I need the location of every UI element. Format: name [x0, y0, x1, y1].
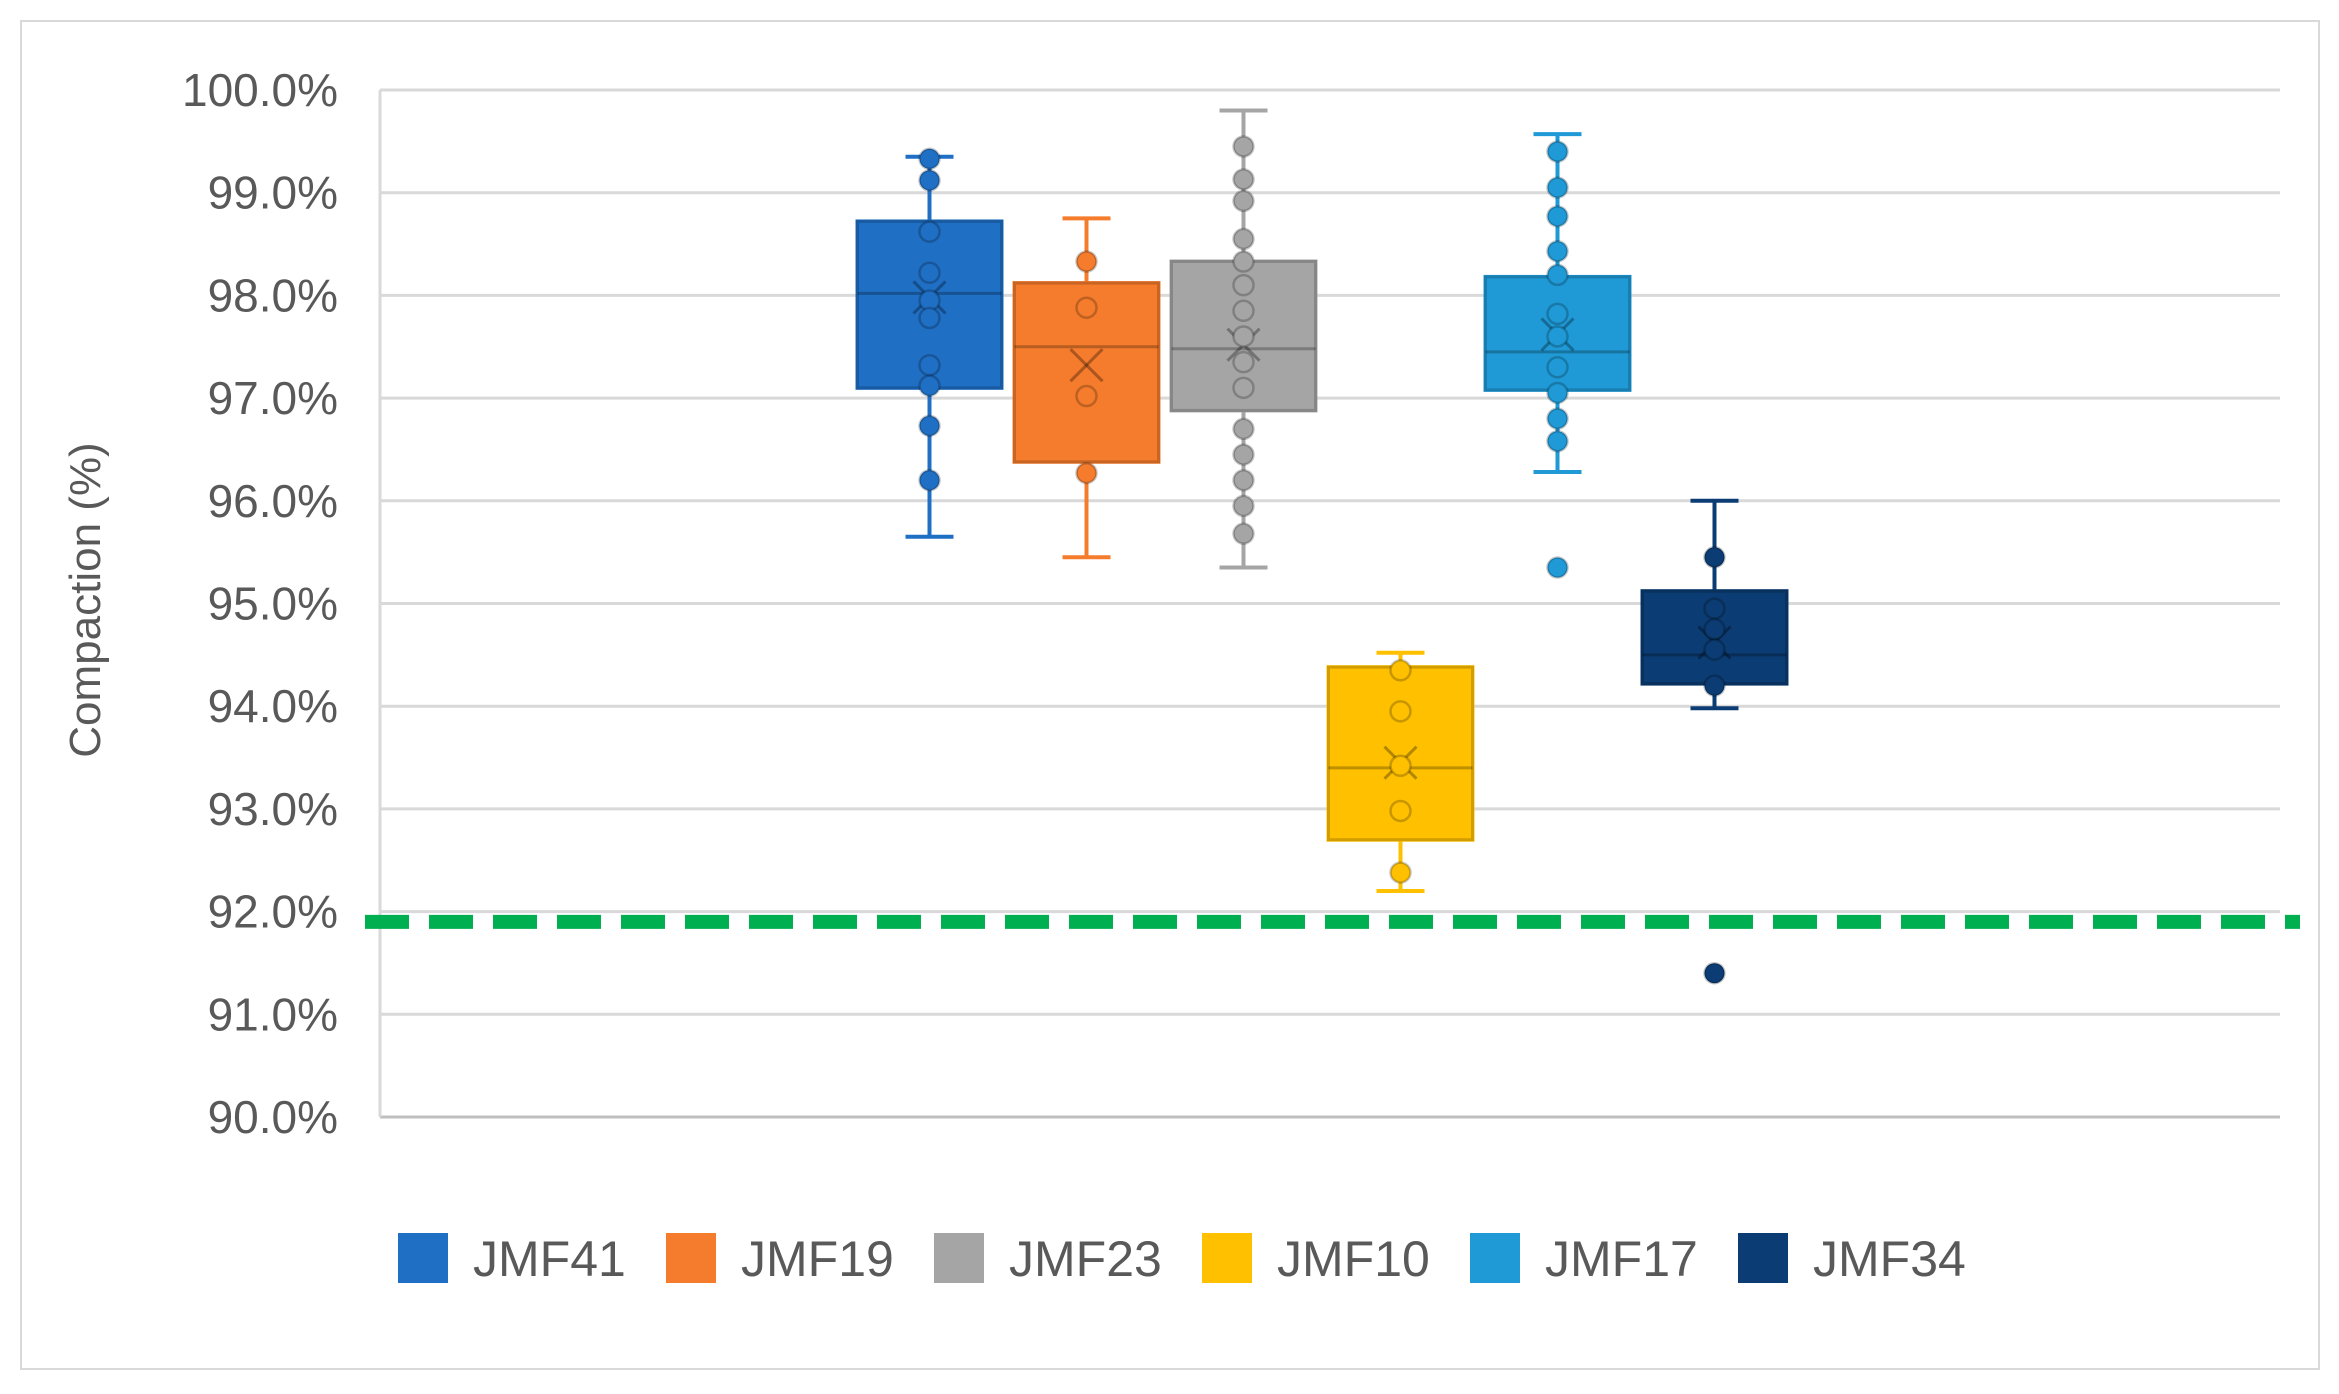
box-jmf41 — [855, 147, 1004, 539]
legend-item-jmf41: JMF41 — [398, 1231, 626, 1287]
legend-swatch — [1738, 1233, 1788, 1283]
legend-swatch — [398, 1233, 448, 1283]
legend-label: JMF17 — [1545, 1231, 1698, 1287]
legend-label: JMF10 — [1277, 1231, 1430, 1287]
legend-item-jmf23: JMF23 — [934, 1231, 1162, 1287]
data-point — [918, 220, 941, 243]
data-point — [1232, 522, 1255, 545]
data-point — [918, 374, 941, 398]
data-point — [1546, 325, 1569, 348]
data-point — [1232, 350, 1255, 374]
data-point — [1232, 189, 1255, 213]
legend-swatch — [666, 1233, 716, 1283]
data-point — [1232, 135, 1255, 158]
legend-label: JMF34 — [1813, 1231, 1966, 1287]
y-tick-label: 95.0% — [208, 578, 338, 630]
data-point — [1703, 617, 1726, 641]
data-point — [1075, 250, 1098, 273]
data-point — [1546, 407, 1569, 430]
data-point — [1075, 384, 1098, 408]
data-point — [918, 261, 941, 285]
y-tick-label: 99.0% — [208, 167, 338, 219]
data-point — [1546, 140, 1569, 163]
y-tick-label: 96.0% — [208, 475, 338, 527]
data-point — [1232, 376, 1255, 400]
data-point — [1546, 176, 1569, 199]
box-jmf10 — [1326, 650, 1475, 894]
legend-item-jmf34: JMF34 — [1738, 1231, 1966, 1287]
box-jmf23 — [1169, 108, 1318, 570]
data-point — [1075, 296, 1098, 319]
data-point — [1703, 638, 1726, 661]
box-jmf19 — [1012, 216, 1161, 560]
legend-item-jmf10: JMF10 — [1202, 1231, 1430, 1287]
data-point — [1232, 417, 1255, 441]
data-point — [1232, 469, 1255, 492]
y-tick-label: 91.0% — [208, 988, 338, 1040]
legend-label: JMF41 — [473, 1231, 626, 1287]
box-jmf17 — [1483, 132, 1632, 579]
data-point — [1232, 299, 1255, 323]
y-tick-label: 90.0% — [208, 1091, 338, 1143]
legend: JMF41 JMF19 JMF23 JMF10 JMF17 JMF34 — [398, 1231, 1966, 1287]
legend-swatch — [1202, 1233, 1252, 1283]
data-point — [1546, 381, 1569, 405]
data-point — [918, 469, 941, 492]
data-point — [1232, 227, 1255, 251]
data-point — [1389, 799, 1412, 823]
data-point — [1546, 239, 1569, 263]
data-point — [918, 147, 941, 171]
mean-marker — [1069, 348, 1104, 383]
y-tick-label: 94.0% — [208, 680, 338, 732]
data-point — [1075, 461, 1098, 485]
iqr-box-outline — [1013, 281, 1160, 464]
gridlines — [378, 88, 2280, 1119]
y-tick-label: 93.0% — [208, 783, 338, 835]
chart-frame — [20, 20, 2320, 1370]
data-point — [1546, 205, 1569, 228]
data-point — [1232, 443, 1255, 466]
data-point — [1232, 494, 1255, 518]
data-point — [918, 169, 941, 192]
box-series-layer — [855, 108, 1789, 985]
data-point — [918, 414, 941, 438]
data-point — [1703, 674, 1726, 697]
data-point — [1546, 302, 1569, 326]
data-point — [1232, 168, 1255, 191]
y-axis-title: Compaction (%) — [61, 442, 110, 757]
legend-swatch — [934, 1233, 984, 1283]
data-point — [1389, 861, 1412, 884]
data-point — [1232, 273, 1255, 297]
legend-label: JMF23 — [1009, 1231, 1162, 1287]
y-tick-label: 100.0% — [182, 64, 338, 116]
data-point — [1389, 754, 1412, 778]
legend-label: JMF19 — [741, 1231, 894, 1287]
data-point — [1232, 325, 1255, 348]
data-point — [1703, 597, 1726, 620]
box-jmf34 — [1640, 498, 1789, 985]
legend-item-jmf19: JMF19 — [666, 1231, 894, 1287]
y-axis-ticks: 90.0% 91.0% 92.0% 93.0% 94.0% 95.0% 96.0% 97.0%… — [182, 64, 338, 1143]
legend-item-jmf17: JMF17 — [1470, 1231, 1698, 1287]
data-point — [1389, 700, 1412, 723]
y-tick-label: 97.0% — [208, 372, 338, 424]
legend-swatch — [1470, 1233, 1520, 1283]
data-point — [1232, 250, 1255, 273]
data-point — [1546, 263, 1569, 287]
data-point — [1546, 429, 1569, 453]
data-point — [918, 306, 941, 330]
data-point — [1703, 546, 1726, 569]
mean-marker — [1069, 348, 1104, 383]
data-point — [1389, 659, 1412, 682]
y-tick-label: 92.0% — [208, 886, 338, 938]
data-point — [918, 353, 941, 377]
outlier-point — [1546, 556, 1569, 579]
data-point — [1546, 356, 1569, 379]
outlier-point — [1703, 961, 1726, 985]
y-tick-label: 98.0% — [208, 269, 338, 321]
